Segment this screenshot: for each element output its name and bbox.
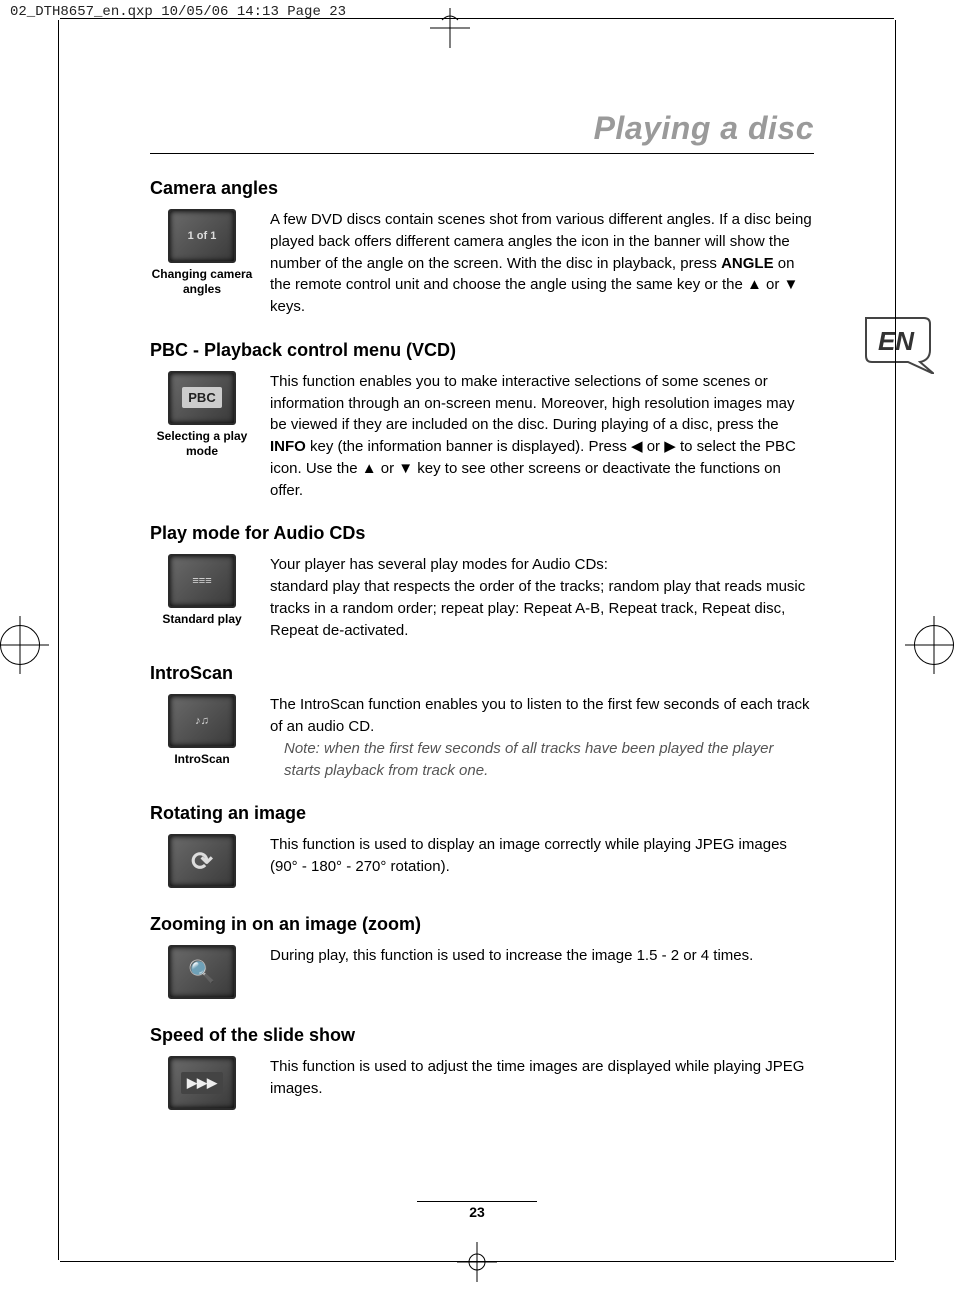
page-title: Playing a disc (150, 110, 814, 147)
section-zoom: Zooming in on an image (zoom) 🔍 During p… (150, 914, 814, 1003)
section-text: This function enables you to make intera… (270, 371, 814, 502)
section-introscan: IntroScan ♪♫ IntroScan The IntroScan fun… (150, 663, 814, 781)
section-slideshow-speed: Speed of the slide show ▶▶▶ This functio… (150, 1025, 814, 1114)
icon-caption: Standard play (150, 612, 254, 627)
section-pbc: PBC - Playback control menu (VCD) PBC Se… (150, 340, 814, 502)
section-heading: Camera angles (150, 178, 814, 199)
standard-play-icon: ≡≡≡ (168, 554, 236, 608)
section-text: The IntroScan function enables you to li… (270, 694, 814, 781)
section-heading: IntroScan (150, 663, 814, 684)
page-number: 23 (60, 1201, 894, 1220)
pbc-icon: PBC (168, 371, 236, 425)
page-content: Playing a disc Camera angles 1 of 1 Chan… (150, 110, 814, 1136)
section-heading: Play mode for Audio CDs (150, 523, 814, 544)
section-text: This function is used to display an imag… (270, 834, 814, 878)
section-heading: PBC - Playback control menu (VCD) (150, 340, 814, 361)
section-heading: Zooming in on an image (zoom) (150, 914, 814, 935)
section-heading: Speed of the slide show (150, 1025, 814, 1046)
section-text: Your player has several play modes for A… (270, 554, 814, 641)
note-text: Note: when the first few seconds of all … (270, 738, 814, 782)
section-text: This function is used to adjust the time… (270, 1056, 814, 1100)
rotate-icon: ⟳ (168, 834, 236, 888)
icon-caption: IntroScan (150, 752, 254, 767)
section-text: During play, this function is used to in… (270, 945, 814, 967)
title-rule (150, 153, 814, 154)
section-heading: Rotating an image (150, 803, 814, 824)
section-play-mode: Play mode for Audio CDs ≡≡≡ Standard pla… (150, 523, 814, 641)
registration-mark-right (904, 615, 954, 675)
zoom-icon: 🔍 (168, 945, 236, 999)
section-text: A few DVD discs contain scenes shot from… (270, 209, 814, 318)
section-rotating: Rotating an image ⟳ This function is use… (150, 803, 814, 892)
slideshow-speed-icon: ▶▶▶ (168, 1056, 236, 1110)
corner-registration-bottom (457, 1242, 497, 1282)
camera-angle-icon: 1 of 1 (168, 209, 236, 263)
registration-mark-left (0, 615, 50, 675)
icon-caption: Selecting a play mode (150, 429, 254, 459)
section-camera-angles: Camera angles 1 of 1 Changing camera ang… (150, 178, 814, 318)
introscan-icon: ♪♫ (168, 694, 236, 748)
icon-caption: Changing camera angles (150, 267, 254, 297)
